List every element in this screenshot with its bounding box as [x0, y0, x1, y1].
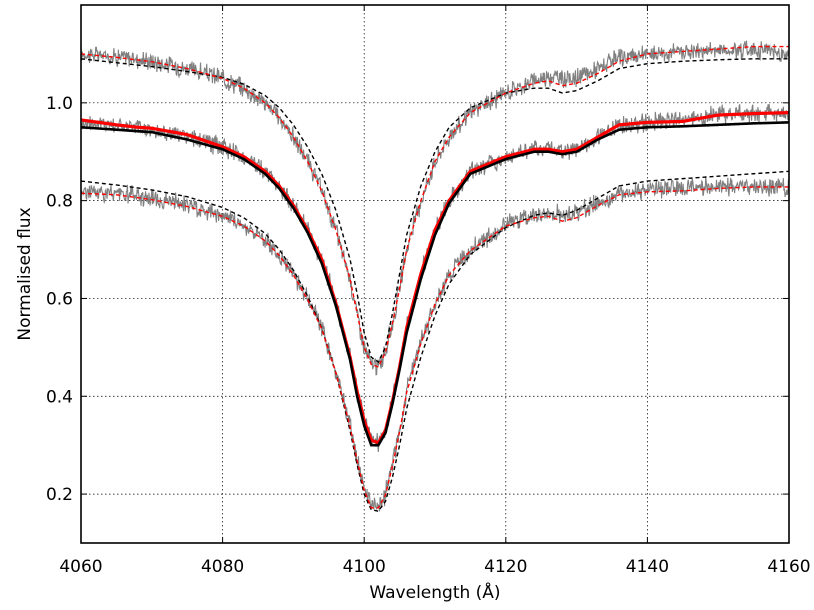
y-tick-label: 1.0 [46, 94, 73, 114]
x-tick-label: 4100 [343, 557, 386, 577]
y-tick-label: 0.6 [46, 289, 73, 309]
x-axis-label: Wavelength (Å) [369, 581, 500, 603]
model-solid-red [81, 111, 789, 445]
series-group [81, 40, 789, 512]
y-tick-label: 0.2 [46, 485, 73, 505]
ticks-group [80, 5, 790, 543]
y-axis-label: Normalised flux [15, 207, 35, 340]
observed-spectrum [81, 176, 789, 512]
model-solid-black [81, 121, 789, 447]
x-tick-label: 4060 [59, 557, 102, 577]
y-tick-label: 0.4 [46, 387, 73, 407]
grid-lines [81, 5, 789, 543]
tick-labels-group: 4060 4080 4100 4120 4140 4160 0.2 0.4 0.6 0.8 1.0 [46, 94, 811, 577]
observed-spectrum [81, 40, 789, 376]
model-dashed-red [81, 186, 789, 509]
x-tick-label: 4160 [767, 557, 810, 577]
x-tick-label: 4120 [484, 557, 527, 577]
y-tick-label: 0.8 [46, 192, 73, 212]
model-dashed-red [81, 45, 789, 368]
x-tick-label: 4080 [201, 557, 244, 577]
model-dashed-black [81, 170, 789, 512]
x-tick-label: 4140 [626, 557, 669, 577]
plot-frame [80, 4, 790, 544]
